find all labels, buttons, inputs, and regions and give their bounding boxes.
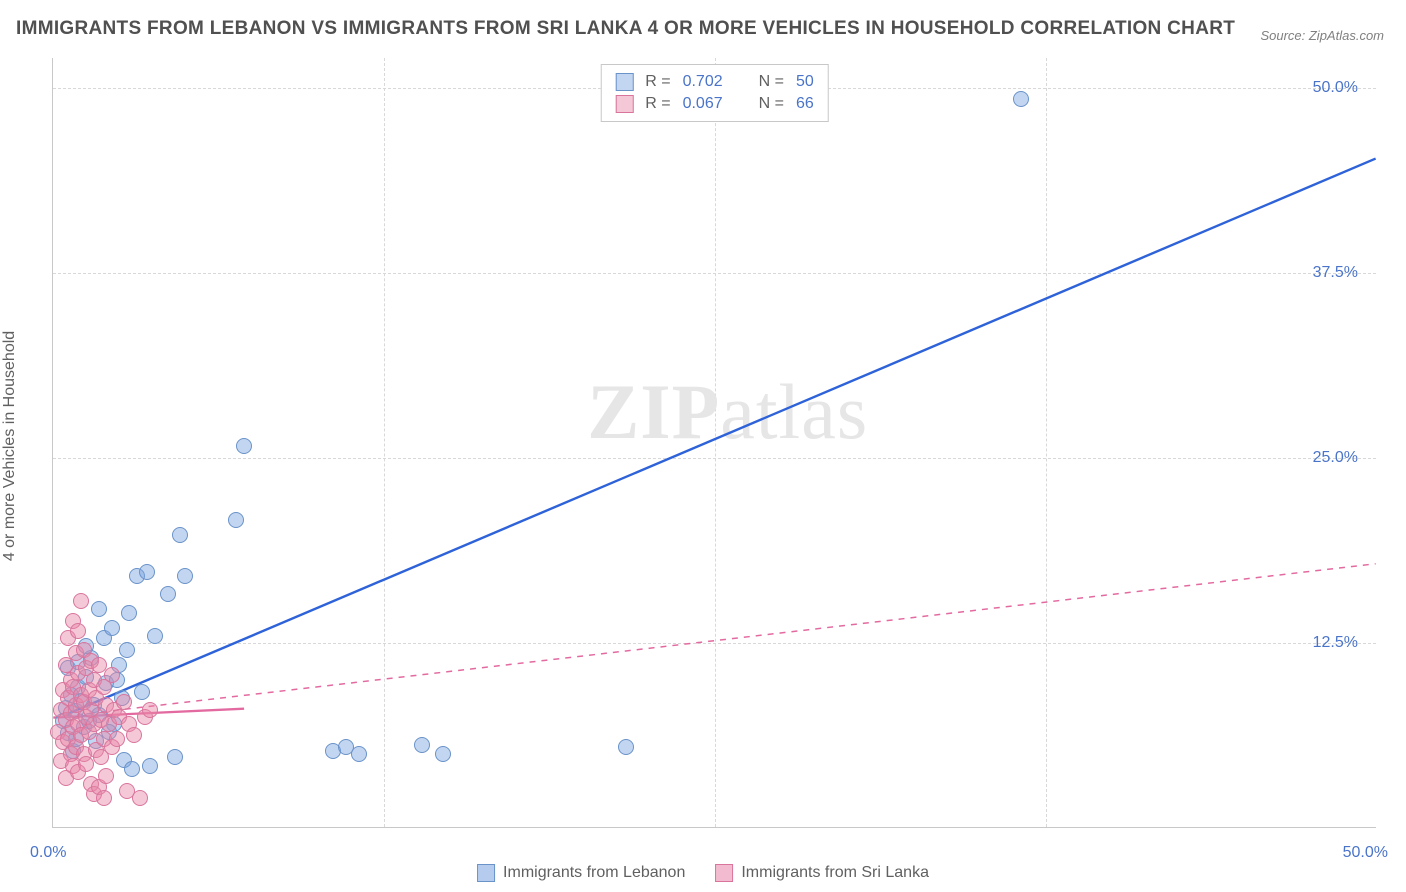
scatter-point [142,702,158,718]
scatter-point [414,737,430,753]
scatter-point [104,667,120,683]
legend-swatch-icon [477,864,495,882]
stat-n-value: 50 [796,73,814,91]
scatter-point [73,593,89,609]
scatter-point [96,790,112,806]
stat-r-value: 0.702 [683,73,723,91]
scatter-point [70,623,86,639]
scatter-point [121,605,137,621]
plot-area: ZIPatlas R = 0.702 N = 50 R = 0.067 N = … [52,58,1376,828]
scatter-point [134,684,150,700]
legend-swatch-icon [715,864,733,882]
stat-r-label: R = [645,73,670,91]
scatter-point [228,512,244,528]
scatter-point [1013,91,1029,107]
scatter-point [132,790,148,806]
legend-series-label: Immigrants from Lebanon [503,864,685,882]
legend-series-label: Immigrants from Sri Lanka [741,864,929,882]
legend-swatch-lebanon [615,73,633,91]
legend-item-srilanka: Immigrants from Sri Lanka [715,864,929,882]
scatter-point [119,642,135,658]
stat-n-label: N = [759,73,784,91]
scatter-point [109,731,125,747]
y-axis-label: 4 or more Vehicles in Household [1,331,19,561]
stat-r-value: 0.067 [683,95,723,113]
legend-stats-row: R = 0.702 N = 50 [615,71,814,93]
scatter-point [167,749,183,765]
scatter-point [618,739,634,755]
scatter-point [91,601,107,617]
scatter-point [124,761,140,777]
x-axis-min-label: 0.0% [30,844,66,862]
scatter-point [98,768,114,784]
stat-n-value: 66 [796,95,814,113]
scatter-point [126,727,142,743]
scatter-point [435,746,451,762]
scatter-point [139,564,155,580]
chart-title: IMMIGRANTS FROM LEBANON VS IMMIGRANTS FR… [16,18,1235,40]
x-axis-max-label: 50.0% [1343,844,1388,862]
scatter-point [177,568,193,584]
source-label: Source: ZipAtlas.com [1260,28,1384,43]
scatter-point [147,628,163,644]
scatter-point [78,756,94,772]
stat-r-label: R = [645,95,670,113]
chart-container: IMMIGRANTS FROM LEBANON VS IMMIGRANTS FR… [0,0,1406,892]
scatter-point [172,527,188,543]
legend-swatch-srilanka [615,95,633,113]
scatter-point [160,586,176,602]
stat-n-label: N = [759,95,784,113]
scatter-point [116,694,132,710]
legend-series: Immigrants from Lebanon Immigrants from … [477,864,929,882]
scatter-point [142,758,158,774]
scatter-point [351,746,367,762]
legend-stats-row: R = 0.067 N = 66 [615,93,814,115]
scatter-point [104,620,120,636]
legend-item-lebanon: Immigrants from Lebanon [477,864,685,882]
legend-stats: R = 0.702 N = 50 R = 0.067 N = 66 [600,64,829,122]
scatter-point [236,438,252,454]
